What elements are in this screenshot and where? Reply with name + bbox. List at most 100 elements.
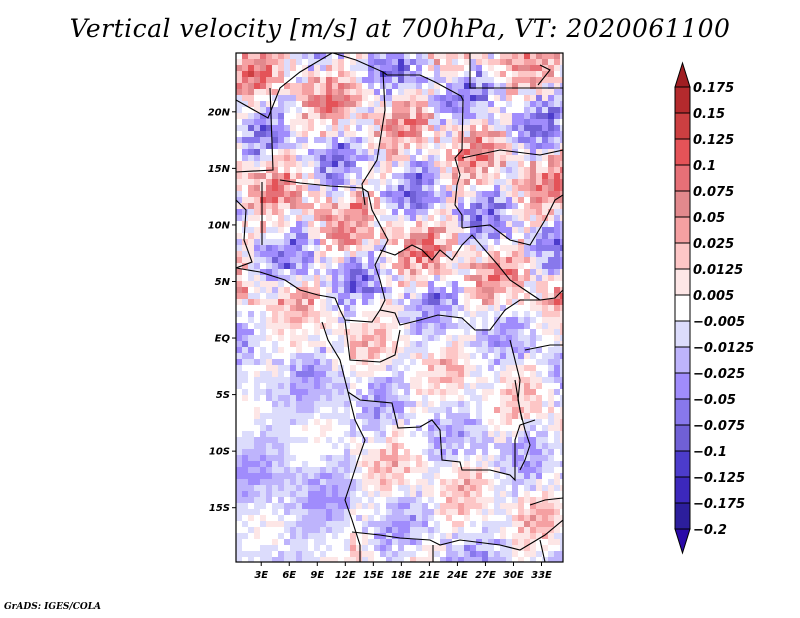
- heat-cell: [512, 161, 518, 167]
- heat-cell: [428, 497, 434, 503]
- heat-cell: [422, 293, 428, 299]
- heat-cell: [506, 53, 512, 59]
- heat-cell: [494, 377, 500, 383]
- heat-cell: [458, 353, 464, 359]
- heat-cell: [296, 269, 302, 275]
- heat-cell: [368, 155, 374, 161]
- heat-cell: [338, 191, 344, 197]
- heat-cell: [500, 281, 506, 287]
- heat-cell: [398, 311, 404, 317]
- heat-cell: [434, 71, 440, 77]
- heat-cell: [542, 491, 548, 497]
- heat-cell: [422, 317, 428, 323]
- heat-cell: [482, 95, 488, 101]
- heat-cell: [518, 107, 524, 113]
- heat-cell: [428, 299, 434, 305]
- heat-cell: [548, 155, 554, 161]
- heat-cell: [284, 179, 290, 185]
- heat-cell: [236, 239, 242, 245]
- heat-cell: [542, 269, 548, 275]
- heat-cell: [254, 371, 260, 377]
- heat-cell: [302, 533, 308, 539]
- heat-cell: [236, 449, 242, 455]
- heat-cell: [242, 191, 248, 197]
- heat-cell: [494, 209, 500, 215]
- heat-cell: [368, 179, 374, 185]
- heat-cell: [440, 239, 446, 245]
- heat-cell: [560, 539, 563, 545]
- heat-cell: [452, 509, 458, 515]
- heat-cell: [266, 155, 272, 161]
- heat-cell: [458, 383, 464, 389]
- heat-cell: [254, 131, 260, 137]
- heat-cell: [422, 203, 428, 209]
- heat-cell: [236, 413, 242, 419]
- heat-cell: [500, 197, 506, 203]
- heat-cell: [440, 227, 446, 233]
- heat-cell: [314, 317, 320, 323]
- heat-cell: [500, 251, 506, 257]
- heat-cell: [296, 113, 302, 119]
- heat-cell: [500, 65, 506, 71]
- heat-cell: [422, 389, 428, 395]
- heat-cell: [548, 323, 554, 329]
- heat-cell: [482, 287, 488, 293]
- heat-cell: [320, 167, 326, 173]
- heat-cell: [530, 215, 536, 221]
- heat-cell: [506, 173, 512, 179]
- heat-cell: [530, 65, 536, 71]
- heat-cell: [362, 527, 368, 533]
- heat-cell: [392, 557, 398, 562]
- heat-cell: [518, 311, 524, 317]
- heat-cell: [542, 467, 548, 473]
- heat-cell: [320, 77, 326, 83]
- heat-cell: [470, 227, 476, 233]
- heat-cell: [416, 533, 422, 539]
- heat-cell: [386, 527, 392, 533]
- heat-cell: [446, 437, 452, 443]
- heat-cell: [236, 515, 242, 521]
- heat-cell: [326, 113, 332, 119]
- heat-cell: [362, 227, 368, 233]
- heat-cell: [338, 197, 344, 203]
- heat-cell: [290, 317, 296, 323]
- heat-cell: [536, 371, 542, 377]
- heat-cell: [332, 191, 338, 197]
- heat-cell: [446, 293, 452, 299]
- heat-cell: [506, 143, 512, 149]
- heat-cell: [290, 149, 296, 155]
- heat-cell: [488, 245, 494, 251]
- heat-cell: [314, 419, 320, 425]
- heat-cell: [548, 461, 554, 467]
- heat-cell: [386, 353, 392, 359]
- heat-cell: [332, 107, 338, 113]
- heat-cell: [482, 203, 488, 209]
- heat-cell: [302, 215, 308, 221]
- heat-cell: [560, 65, 563, 71]
- heat-cell: [266, 401, 272, 407]
- heat-cell: [410, 227, 416, 233]
- heat-cell: [326, 245, 332, 251]
- heat-cell: [452, 347, 458, 353]
- heat-cell: [302, 557, 308, 562]
- heat-cell: [362, 341, 368, 347]
- heat-cell: [506, 101, 512, 107]
- heat-cell: [428, 59, 434, 65]
- heat-cell: [290, 545, 296, 551]
- heat-cell: [344, 545, 350, 551]
- heat-cell: [236, 191, 242, 197]
- heat-cell: [338, 401, 344, 407]
- heat-cell: [350, 329, 356, 335]
- heat-cell: [332, 431, 338, 437]
- heat-cell: [356, 53, 362, 59]
- heat-cell: [350, 557, 356, 562]
- heat-cell: [374, 413, 380, 419]
- heat-cell: [542, 227, 548, 233]
- heat-cell: [278, 59, 284, 65]
- heat-cell: [416, 155, 422, 161]
- heat-cell: [308, 317, 314, 323]
- heat-cell: [332, 83, 338, 89]
- heat-cell: [338, 137, 344, 143]
- heat-cell: [548, 77, 554, 83]
- heat-cell: [374, 473, 380, 479]
